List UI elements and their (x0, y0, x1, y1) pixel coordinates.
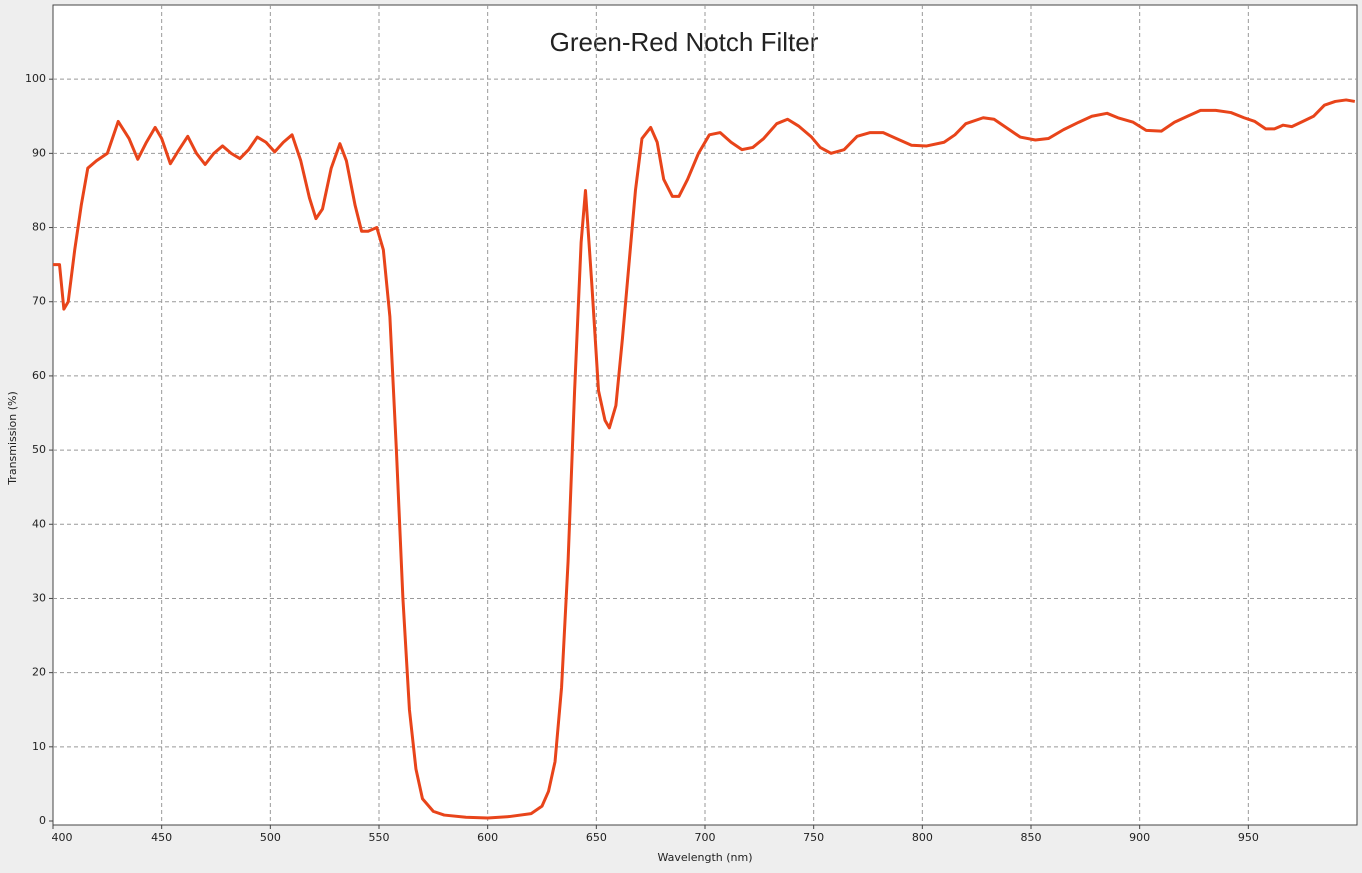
x-tick-label: 400 (52, 831, 73, 844)
x-tick-label: 550 (369, 831, 390, 844)
x-tick-label: 950 (1238, 831, 1259, 844)
x-tick-label: 450 (151, 831, 172, 844)
y-axis-label: Transmission (%) (6, 391, 19, 486)
y-tick-label: 80 (32, 221, 46, 234)
y-tick-label: 40 (32, 517, 46, 530)
y-tick-label: 30 (32, 591, 46, 604)
x-tick-label: 650 (586, 831, 607, 844)
y-tick-label: 70 (32, 295, 46, 308)
y-tick-label: 0 (39, 814, 46, 827)
y-tick-label: 60 (32, 369, 46, 382)
y-tick-label: 100 (25, 72, 46, 85)
x-tick-label: 900 (1129, 831, 1150, 844)
y-tick-label: 20 (32, 666, 46, 679)
chart-title: Green-Red Notch Filter (550, 27, 819, 57)
y-tick-label: 90 (32, 146, 46, 159)
x-tick-label: 500 (260, 831, 281, 844)
x-tick-label: 800 (912, 831, 933, 844)
x-tick-label: 750 (803, 831, 824, 844)
y-tick-label: 10 (32, 740, 46, 753)
data-line (53, 98, 1356, 820)
x-axis-label: Wavelength (nm) (657, 851, 752, 864)
x-tick-label: 850 (1021, 831, 1042, 844)
plot-layer: 400 450 500 550 600 650 700 750 800 850 900 950 0 10 2… (25, 5, 1357, 844)
y-tick-label: 50 (32, 443, 46, 456)
x-tick-label: 600 (477, 831, 498, 844)
x-tick-label: 700 (695, 831, 716, 844)
